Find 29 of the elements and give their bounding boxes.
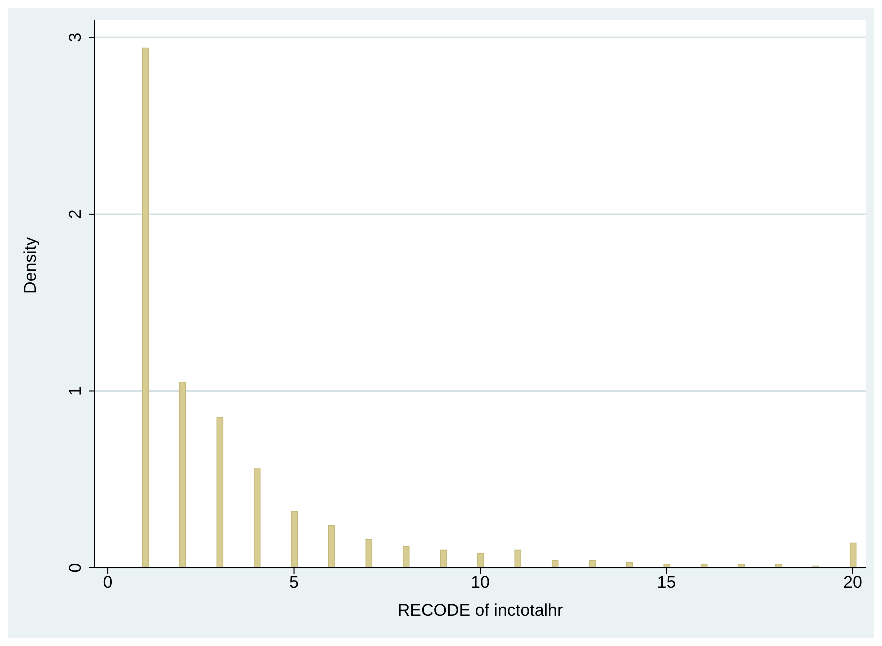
bar [589, 560, 596, 568]
bar [477, 553, 484, 568]
bar [254, 468, 261, 568]
bar [366, 539, 373, 568]
bar [626, 562, 634, 568]
bar [552, 560, 559, 568]
bar [328, 525, 336, 568]
bar [142, 48, 150, 568]
bar [514, 550, 522, 568]
bar [180, 382, 186, 568]
x-axis-title: RECODE of inctotalhr [398, 601, 564, 620]
bar [664, 564, 671, 568]
y-tick-label: 1 [66, 386, 85, 396]
x-tick-label: 15 [657, 573, 676, 592]
x-tick-label: 5 [290, 573, 300, 592]
x-tick-label: 10 [471, 573, 490, 592]
y-tick-label: 3 [66, 32, 85, 42]
bar [216, 417, 224, 568]
x-tick-label: 20 [844, 573, 862, 592]
bar [402, 546, 410, 568]
bar [700, 564, 708, 568]
bar [738, 564, 745, 568]
y-tick-label: 2 [66, 210, 85, 220]
y-tick-label: 0 [66, 563, 85, 573]
bar [850, 542, 857, 568]
bar [291, 511, 298, 568]
bar [440, 550, 448, 568]
y-axis-title: Density [21, 236, 40, 294]
x-tick-label: 0 [103, 573, 113, 592]
